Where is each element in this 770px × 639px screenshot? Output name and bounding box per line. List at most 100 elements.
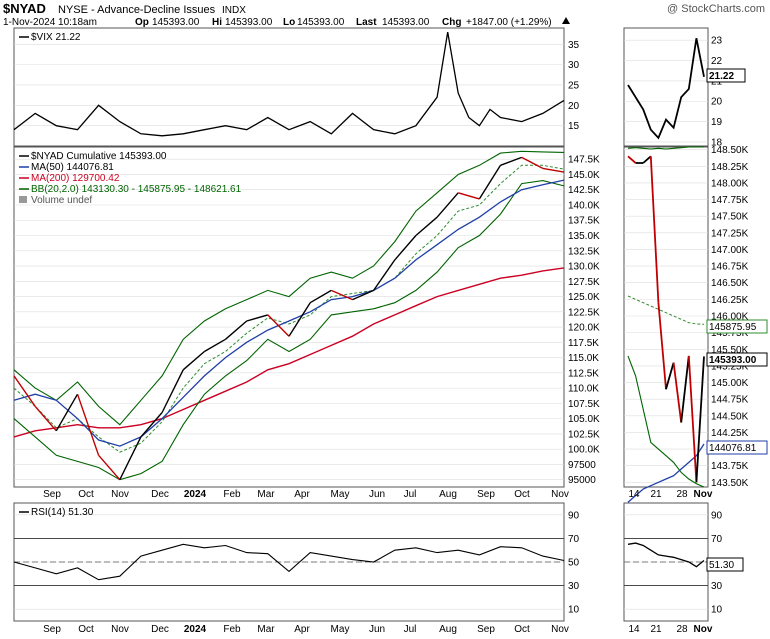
main-ytick-tick-label-2: 142.5K — [568, 185, 600, 196]
watermark: @ StockCharts.com — [667, 3, 765, 15]
rsi-zoom-xtick-label-1: 21 — [650, 624, 662, 635]
ma50-legend-text: MA(50) 144076.81 — [31, 162, 114, 173]
rsi-zoom-ytick-tick-label-1: 70 — [711, 534, 723, 545]
nyad-price-segment-11 — [225, 320, 248, 340]
series-layer — [13, 31, 708, 587]
vix-ytick-tick-label-1: 30 — [568, 60, 580, 71]
nyad-price-segment-26 — [542, 167, 565, 173]
bb-mid-tag: 145875.95 — [706, 319, 768, 334]
main-zoom-ytick-tick-label-2: 148.00K — [711, 178, 749, 189]
main-ytick-tick-label-4: 137.5K — [568, 216, 600, 227]
nyad-price-segment-6 — [119, 436, 142, 481]
main-zoom-ytick-tick-label-20: 143.50K — [711, 478, 749, 489]
main-xtick-label-10: Jul — [404, 489, 417, 500]
rsi-ytick-tick-label-0: 90 — [568, 510, 580, 521]
nyad-zoom-segment-5 — [657, 302, 667, 390]
rsi-xtick-label-13: Oct — [514, 624, 530, 635]
rsi-zoom-xtick-label-0: 14 — [628, 624, 640, 635]
nyad-price-segment-23 — [478, 164, 502, 200]
main-zoom-ytick-tick-label-15: 144.75K — [711, 395, 749, 406]
nyad-price-segment-21 — [436, 192, 459, 218]
nyad-price-segment-9 — [182, 350, 205, 371]
vix-zoom-line — [627, 38, 705, 140]
nyad-price-segment-12 — [246, 314, 268, 322]
main-legend: $NYAD Cumulative 145393.00 MA(50) 144076… — [19, 151, 242, 206]
rsi-xtick-label-4: 2024 — [184, 624, 207, 635]
vix-zoom-ytick-tick-label-4: 19 — [711, 117, 723, 128]
rsi-last-tag-box — [706, 557, 744, 572]
main-ytick-tick-label-15: 110.0K — [568, 384, 599, 395]
ma50-zoom-line — [627, 443, 705, 503]
vix-last-tag-box — [706, 68, 746, 83]
nyad-price-segment-10 — [204, 338, 226, 353]
main-zoom-frame — [623, 146, 709, 488]
ma50-line — [13, 179, 565, 447]
rsi-xtick-label-7: Apr — [294, 624, 310, 635]
main-zoom-ytick-tick-label-17: 144.25K — [711, 428, 749, 439]
main-panel-frame — [13, 146, 565, 488]
nyad-price-segment-8 — [161, 369, 184, 413]
rsi-xtick-label-5: Feb — [223, 624, 241, 635]
nyad-price-segment-19 — [394, 235, 417, 261]
main-xtick-label-7: Apr — [294, 489, 310, 500]
vix-zoom-ytick-tick-label-3: 20 — [711, 97, 723, 108]
main-zoom-xtick-label-1: 21 — [650, 489, 662, 500]
main-zoom-ytick-tick-label-12: 145.50K — [711, 345, 749, 356]
vix-legend: $VIX 21.22 — [19, 32, 81, 43]
index-tag: INDX — [222, 5, 246, 16]
bb-mid-zoom-line — [627, 295, 705, 325]
rsi-zoom-line — [627, 542, 705, 568]
bb-lower-line — [13, 180, 565, 481]
vix-ytick-tick-label-3: 20 — [568, 101, 580, 112]
main-xtick-label-4: 2024 — [184, 489, 207, 500]
main-xtick-label-8: May — [331, 489, 350, 500]
main-xtick-label-0: Sep — [43, 489, 61, 500]
nyad-last-tag-text: 145393.00 — [709, 355, 757, 366]
main-zoom-ytick-tick-label-9: 146.25K — [711, 295, 749, 306]
nyad-price-segment-24 — [500, 156, 522, 166]
main-zoom-ytick-tick-label-7: 146.75K — [711, 262, 749, 273]
last-value: 145393.00 — [382, 17, 430, 28]
main-xtick-label-1: Oct — [78, 489, 94, 500]
nyad-price-segment-16 — [331, 289, 353, 301]
main-ytick-tick-label-16: 107.5K — [568, 399, 600, 410]
low-label: Lo — [283, 17, 295, 28]
rsi-xtick-label-14: Nov — [551, 624, 569, 635]
nyad-zoom-segment-3 — [642, 155, 652, 164]
rsi-legend-text: RSI(14) 51.30 — [31, 507, 94, 518]
rsi-ytick-tick-label-2: 50 — [568, 558, 580, 569]
vix-ytick-tick-label-2: 25 — [568, 81, 580, 92]
rsi-xtick-label-10: Jul — [404, 624, 417, 635]
date-line: 1-Nov-2024 10:18am — [3, 17, 97, 28]
nyad-price-segment-4 — [76, 393, 100, 456]
nyad-zoom-segment-8 — [680, 355, 690, 423]
main-xtick-label-2: Nov — [111, 489, 129, 500]
main-ytick-tick-label-5: 135.0K — [568, 231, 600, 242]
nyad-price-segment-14 — [288, 302, 311, 337]
main-ytick-tick-label-18: 102.5K — [568, 429, 600, 440]
main-zoom-xtick-label-0: 14 — [628, 489, 640, 500]
exchange-name: NYSE - Advance-Decline Issues — [58, 4, 216, 16]
rsi-zoom-ytick-tick-label-4: 10 — [711, 605, 723, 616]
rsi-last-tag-text: 51.30 — [709, 560, 734, 571]
volume-legend-text: Volume undef — [31, 195, 92, 206]
volume-legend-swatch — [19, 196, 27, 203]
rsi-zoom-xtick-label-2: 28 — [676, 624, 688, 635]
bb-upper-line — [13, 150, 565, 426]
nyad-price-segment-17 — [352, 289, 374, 301]
ma200-line — [13, 267, 565, 438]
vix-zoom-ytick-tick-label-0: 23 — [711, 36, 723, 47]
chg-value: +1847.00 (+1.29%) — [466, 17, 552, 28]
symbol-title: $NYAD — [3, 1, 46, 16]
main-xtick-label-11: Aug — [439, 489, 457, 500]
main-zoom-ytick-tick-label-3: 147.75K — [711, 195, 749, 206]
main-ytick-tick-label-0: 147.5K — [568, 155, 600, 166]
main-ytick-tick-label-3: 140.0K — [568, 201, 600, 212]
bb-lower-zoom-line — [627, 355, 705, 488]
rsi-last-tag: 51.30 — [706, 557, 744, 572]
main-zoom-ytick-tick-label-4: 147.50K — [711, 212, 749, 223]
nyad-price-segment-25 — [521, 156, 544, 170]
nyad-last-tag: 145393.00 — [706, 352, 768, 367]
nyad-zoom-segment-9 — [687, 355, 698, 483]
